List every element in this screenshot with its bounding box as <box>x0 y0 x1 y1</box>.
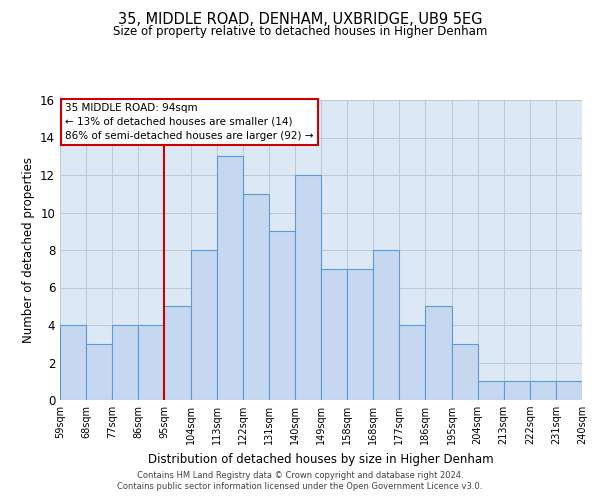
Bar <box>556 381 582 400</box>
Text: Contains public sector information licensed under the Open Government Licence v3: Contains public sector information licen… <box>118 482 482 491</box>
Bar <box>164 306 191 400</box>
Y-axis label: Number of detached properties: Number of detached properties <box>22 157 35 343</box>
Text: Size of property relative to detached houses in Higher Denham: Size of property relative to detached ho… <box>113 25 487 38</box>
Text: 35 MIDDLE ROAD: 94sqm
← 13% of detached houses are smaller (14)
86% of semi-deta: 35 MIDDLE ROAD: 94sqm ← 13% of detached … <box>65 103 314 141</box>
Bar <box>504 381 530 400</box>
Bar <box>373 250 400 400</box>
Bar <box>86 344 112 400</box>
Bar <box>452 344 478 400</box>
Text: Contains HM Land Registry data © Crown copyright and database right 2024.: Contains HM Land Registry data © Crown c… <box>137 471 463 480</box>
Bar <box>243 194 269 400</box>
Bar <box>321 269 347 400</box>
Bar <box>269 231 295 400</box>
Bar <box>478 381 504 400</box>
Bar <box>295 175 321 400</box>
X-axis label: Distribution of detached houses by size in Higher Denham: Distribution of detached houses by size … <box>148 452 494 466</box>
Bar <box>139 325 164 400</box>
Bar <box>400 325 425 400</box>
Bar <box>191 250 217 400</box>
Bar <box>60 325 86 400</box>
Bar <box>530 381 556 400</box>
Bar <box>425 306 452 400</box>
Text: 35, MIDDLE ROAD, DENHAM, UXBRIDGE, UB9 5EG: 35, MIDDLE ROAD, DENHAM, UXBRIDGE, UB9 5… <box>118 12 482 28</box>
Bar <box>347 269 373 400</box>
Bar <box>112 325 139 400</box>
Bar <box>217 156 243 400</box>
